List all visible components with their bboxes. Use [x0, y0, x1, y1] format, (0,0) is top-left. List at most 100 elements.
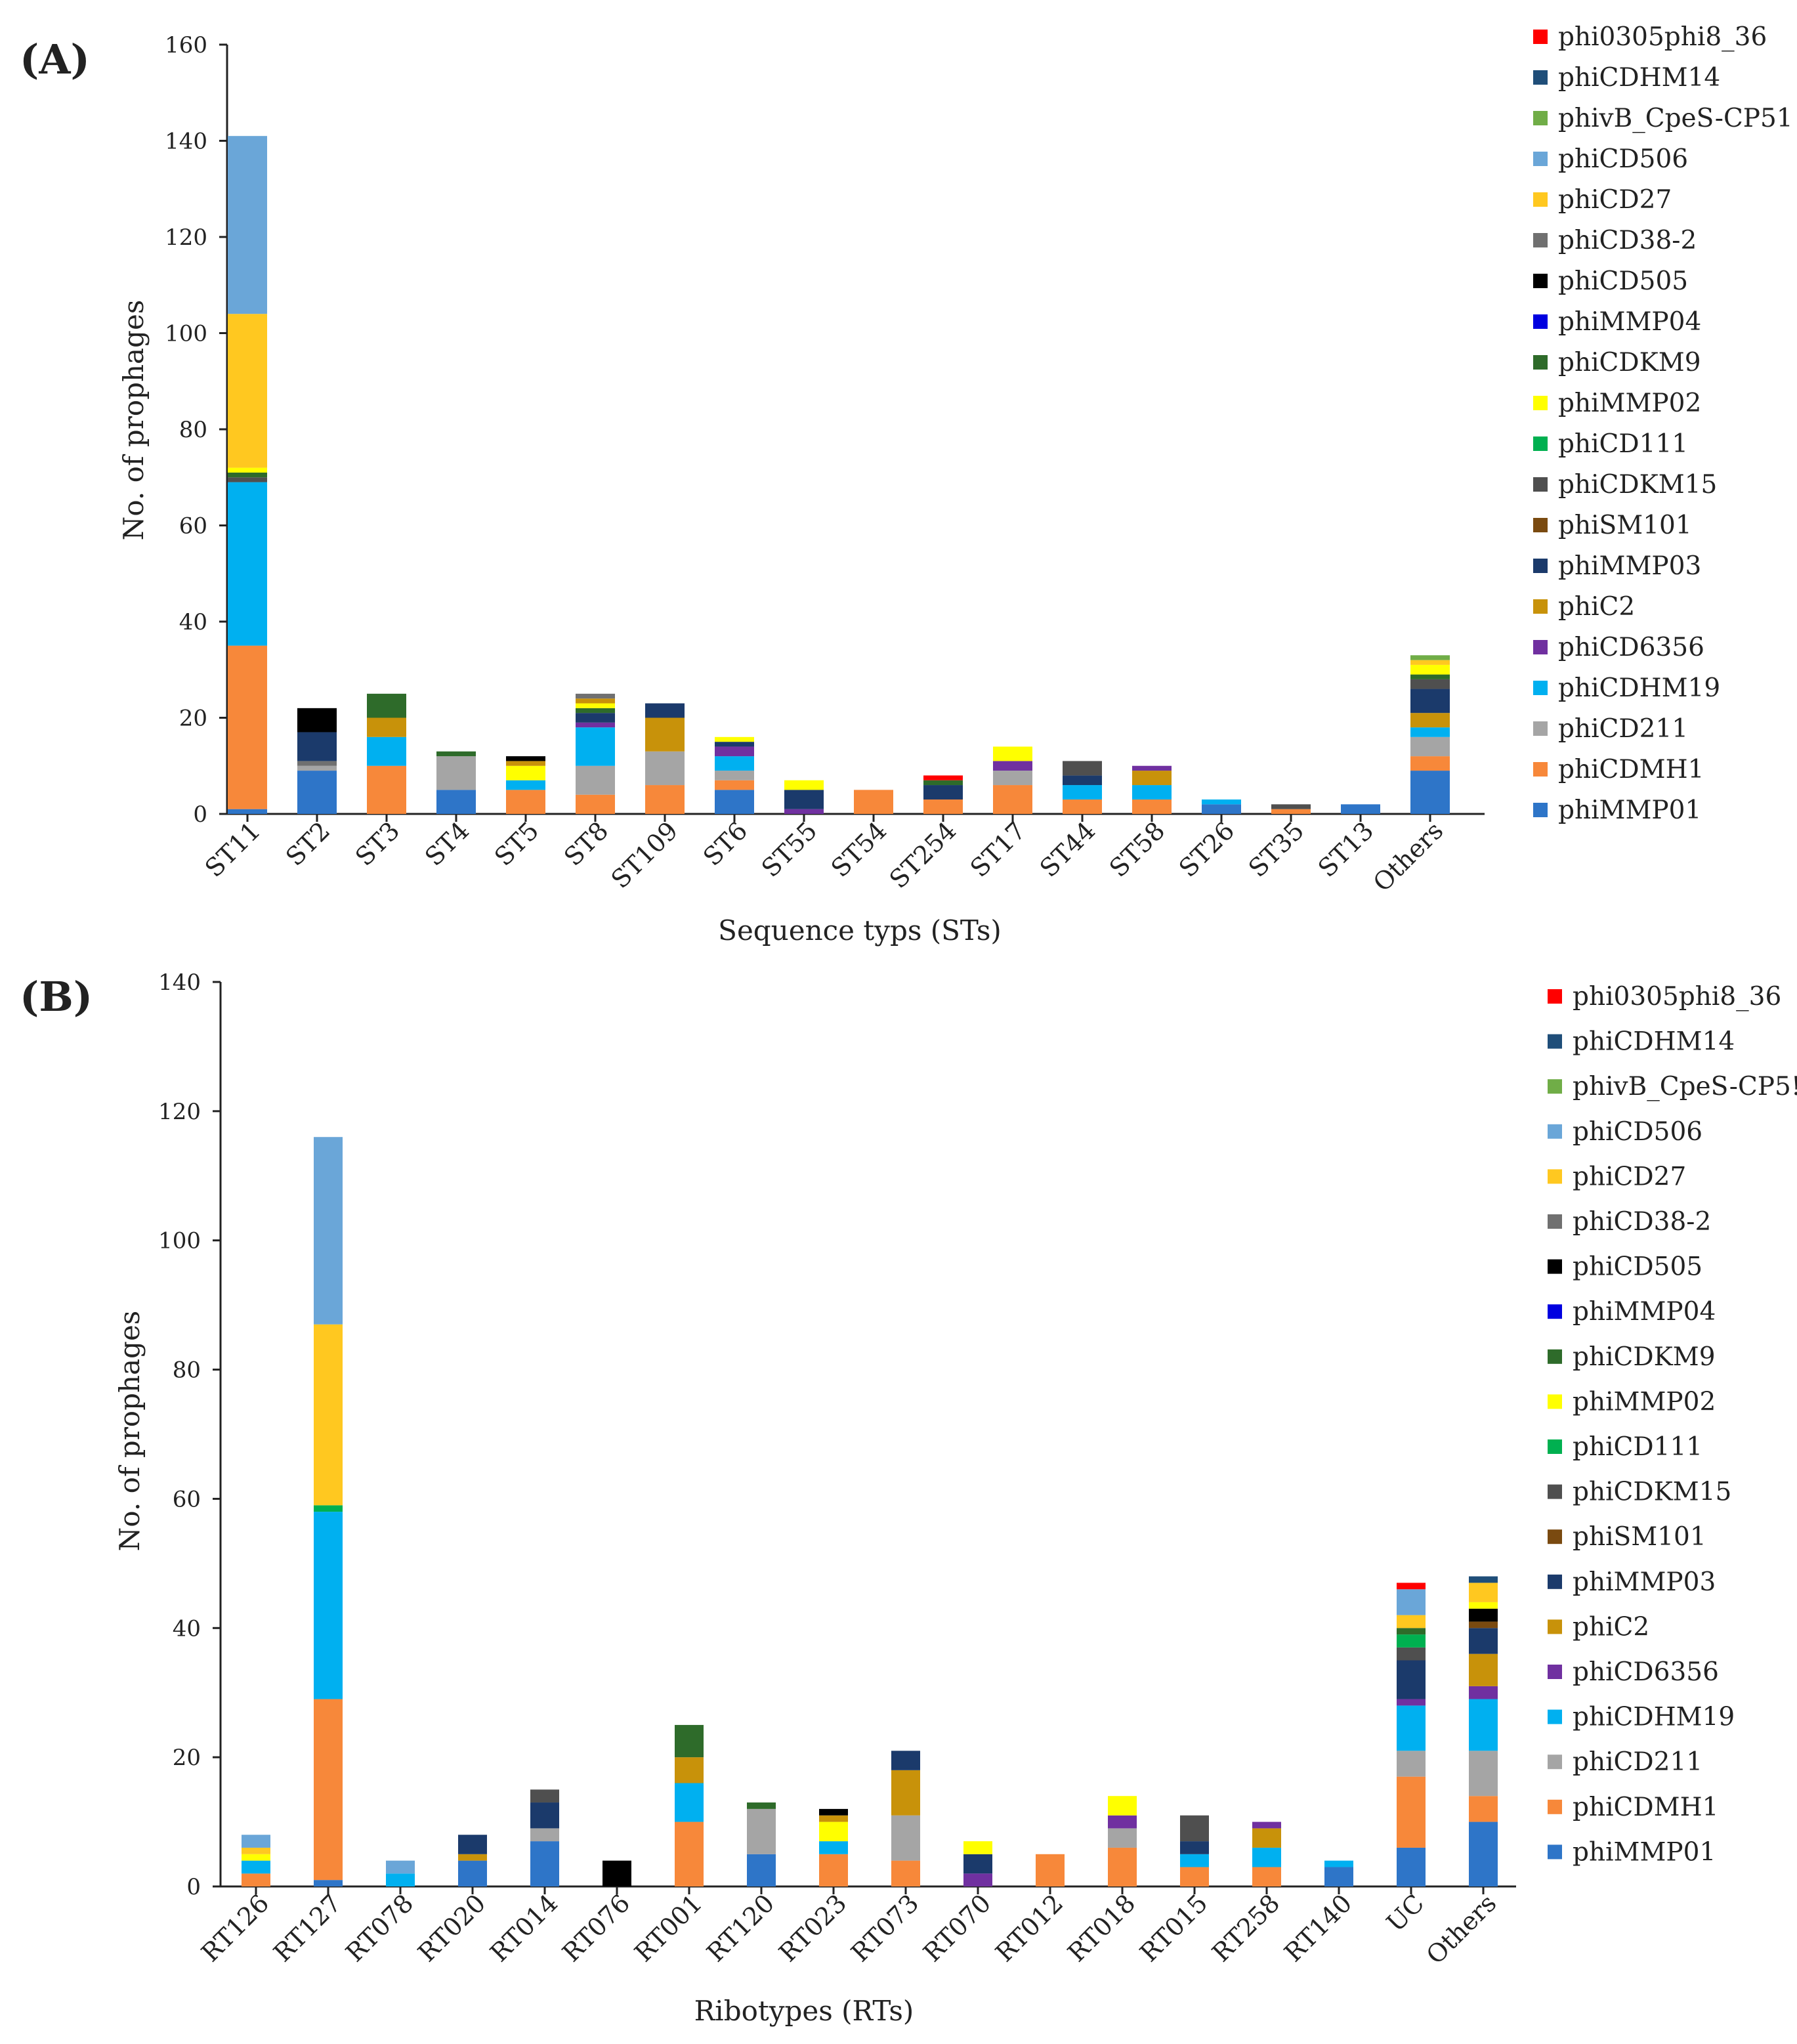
legend-item: phiMMP02: [1548, 1387, 1716, 1416]
legend-swatch: [1533, 477, 1548, 492]
bar-segment-phic2: [367, 717, 406, 737]
bar-segment-phicdmh1: [1397, 1776, 1426, 1848]
bar-segment-phimmp03: [530, 1802, 559, 1829]
bar-segment-phicdkm9: [1410, 674, 1450, 679]
bar-segment-phicdmh1: [1132, 799, 1172, 814]
bar-segment-phicdmh1: [715, 780, 754, 790]
bar-segment-phimmp02: [784, 780, 824, 790]
bar-segment-phimmp02: [506, 765, 545, 780]
bar-segment-phimmp03: [1063, 775, 1102, 786]
legend-item: phiCD111: [1533, 429, 1688, 459]
category-label: ST4: [419, 816, 475, 872]
bar-segment-phicd6356: [1132, 765, 1172, 771]
category-label: ST5: [489, 816, 545, 872]
bar-segment-phimmp03: [715, 742, 754, 747]
bar-segment-phicd211: [715, 771, 754, 780]
legend-item: phiCD211: [1548, 1747, 1702, 1777]
legend-swatch: [1533, 274, 1548, 288]
legend-item: phiCDKM9: [1548, 1342, 1716, 1372]
category-label: RT020: [412, 1888, 491, 1967]
bar-segment-phicdhm19: [386, 1873, 415, 1886]
bar-segment-phimmp03: [645, 703, 685, 718]
category-label: Others: [1421, 1888, 1502, 1970]
bar-segment-phimmp03: [576, 713, 615, 723]
bar-segment-phicdhm19: [314, 1512, 343, 1699]
bar-segment-phimmp01: [314, 1880, 343, 1886]
category-label: ST58: [1104, 816, 1171, 883]
legend-label: phiSM101: [1558, 511, 1692, 540]
category-label: RT023: [773, 1888, 852, 1967]
bar-segment-phimmp02: [1108, 1796, 1137, 1816]
legend-item: phiCD505: [1548, 1252, 1702, 1282]
bar-segment-phimmp01: [715, 790, 754, 814]
bar-segment-phicdmh1: [1180, 1867, 1209, 1886]
panel-b-y-axis-title: No. of prophages: [114, 1311, 146, 1552]
bar-segment-phicd6356: [1397, 1699, 1426, 1706]
y-tick-label: 160: [165, 32, 207, 58]
bar-segment-phimmp01: [1324, 1867, 1353, 1886]
category-label: RT140: [1279, 1888, 1357, 1967]
bar-segment-phicdkm9: [1397, 1628, 1426, 1635]
category-label: ST254: [884, 816, 962, 894]
category-label: UC: [1381, 1888, 1429, 1937]
legend-item: phiCD6356: [1548, 1657, 1719, 1687]
legend-swatch: [1533, 152, 1548, 166]
panel-a-legend: phi0305phi8_36 phiCDHM14 phivB_CpeS-CP51ph…: [1533, 22, 1793, 825]
bar-segment-phicdmh1: [367, 765, 406, 814]
bar-segment-phicdkm15: [1063, 761, 1102, 776]
legend-item: phiMMP01: [1533, 796, 1701, 825]
bar-segment-phicd505: [297, 708, 337, 733]
bar-segment-phic2: [645, 717, 685, 752]
bar-segment-phicd27: [1397, 1615, 1426, 1629]
legend-item: phiCDHM19: [1533, 673, 1720, 703]
bar-segment-phicdhm19: [576, 727, 615, 766]
bar-segment-phicd505: [819, 1808, 848, 1816]
legend-item: phi0305phi8_36: [1533, 22, 1767, 52]
legend-label: phiC2: [1558, 592, 1635, 622]
bar-segment-phimmp03: [1397, 1660, 1426, 1699]
panel-a-label: (A): [20, 35, 90, 83]
bar-segment-phicdhm19: [506, 780, 545, 790]
bar-segment-phicdkm15: [228, 477, 267, 482]
legend-item: phiCDHM14: [1533, 63, 1720, 93]
bar-segment-phicd6356: [784, 809, 824, 814]
legend-label: phiCDMH1: [1573, 1793, 1718, 1822]
bar-segment-phic2: [576, 698, 615, 704]
bar-segment-phicd211: [1108, 1828, 1137, 1848]
bar-segment-phimmp02: [242, 1854, 270, 1861]
bar-segment-phicd211: [530, 1828, 559, 1842]
bar-segment-phism101: [1469, 1621, 1498, 1629]
legend-item: phiCDKM15: [1548, 1478, 1731, 1507]
y-tick-label: 20: [179, 706, 207, 732]
y-tick-label: 0: [193, 801, 207, 828]
legend-item: phiMMP04: [1533, 307, 1701, 337]
bar-segment-phic2: [891, 1770, 920, 1816]
bar-segment-phicd211: [1469, 1751, 1498, 1797]
legend-item: phiCD505: [1533, 266, 1688, 296]
bar-segment-phicd506: [1397, 1589, 1426, 1615]
legend-swatch: [1533, 640, 1548, 654]
legend-label: phiCD27: [1558, 185, 1672, 215]
bar-segment-phimmp03: [1180, 1841, 1209, 1854]
bar-segment-phicdkm9: [675, 1724, 704, 1758]
panel-a-bars: [228, 136, 1450, 814]
bar-segment-phicdkm9: [576, 708, 615, 713]
category-label: ST44: [1034, 816, 1101, 883]
legend-label: phiCD506: [1573, 1117, 1702, 1147]
legend-item: phiMMP02: [1533, 389, 1701, 418]
legend-item: phiCD38-2: [1548, 1207, 1711, 1237]
bar-segment-phic2: [1252, 1828, 1281, 1848]
category-label: ST26: [1173, 816, 1240, 883]
legend-swatch: [1533, 599, 1548, 614]
bar-segment-phicd111: [314, 1505, 343, 1512]
bar-segment-phivb-cpes-cp51: [1410, 655, 1450, 660]
bar-segment-phicdmh1: [993, 785, 1032, 814]
category-label: ST2: [280, 816, 336, 872]
category-label: ST13: [1313, 816, 1380, 883]
bar-segment-phimmp02: [228, 467, 267, 473]
bar-segment-phicd211: [645, 751, 685, 786]
legend-label: phiMMP02: [1558, 389, 1701, 418]
bar-segment-phicdmh1: [891, 1860, 920, 1886]
legend-label: phiMMP01: [1558, 796, 1701, 825]
